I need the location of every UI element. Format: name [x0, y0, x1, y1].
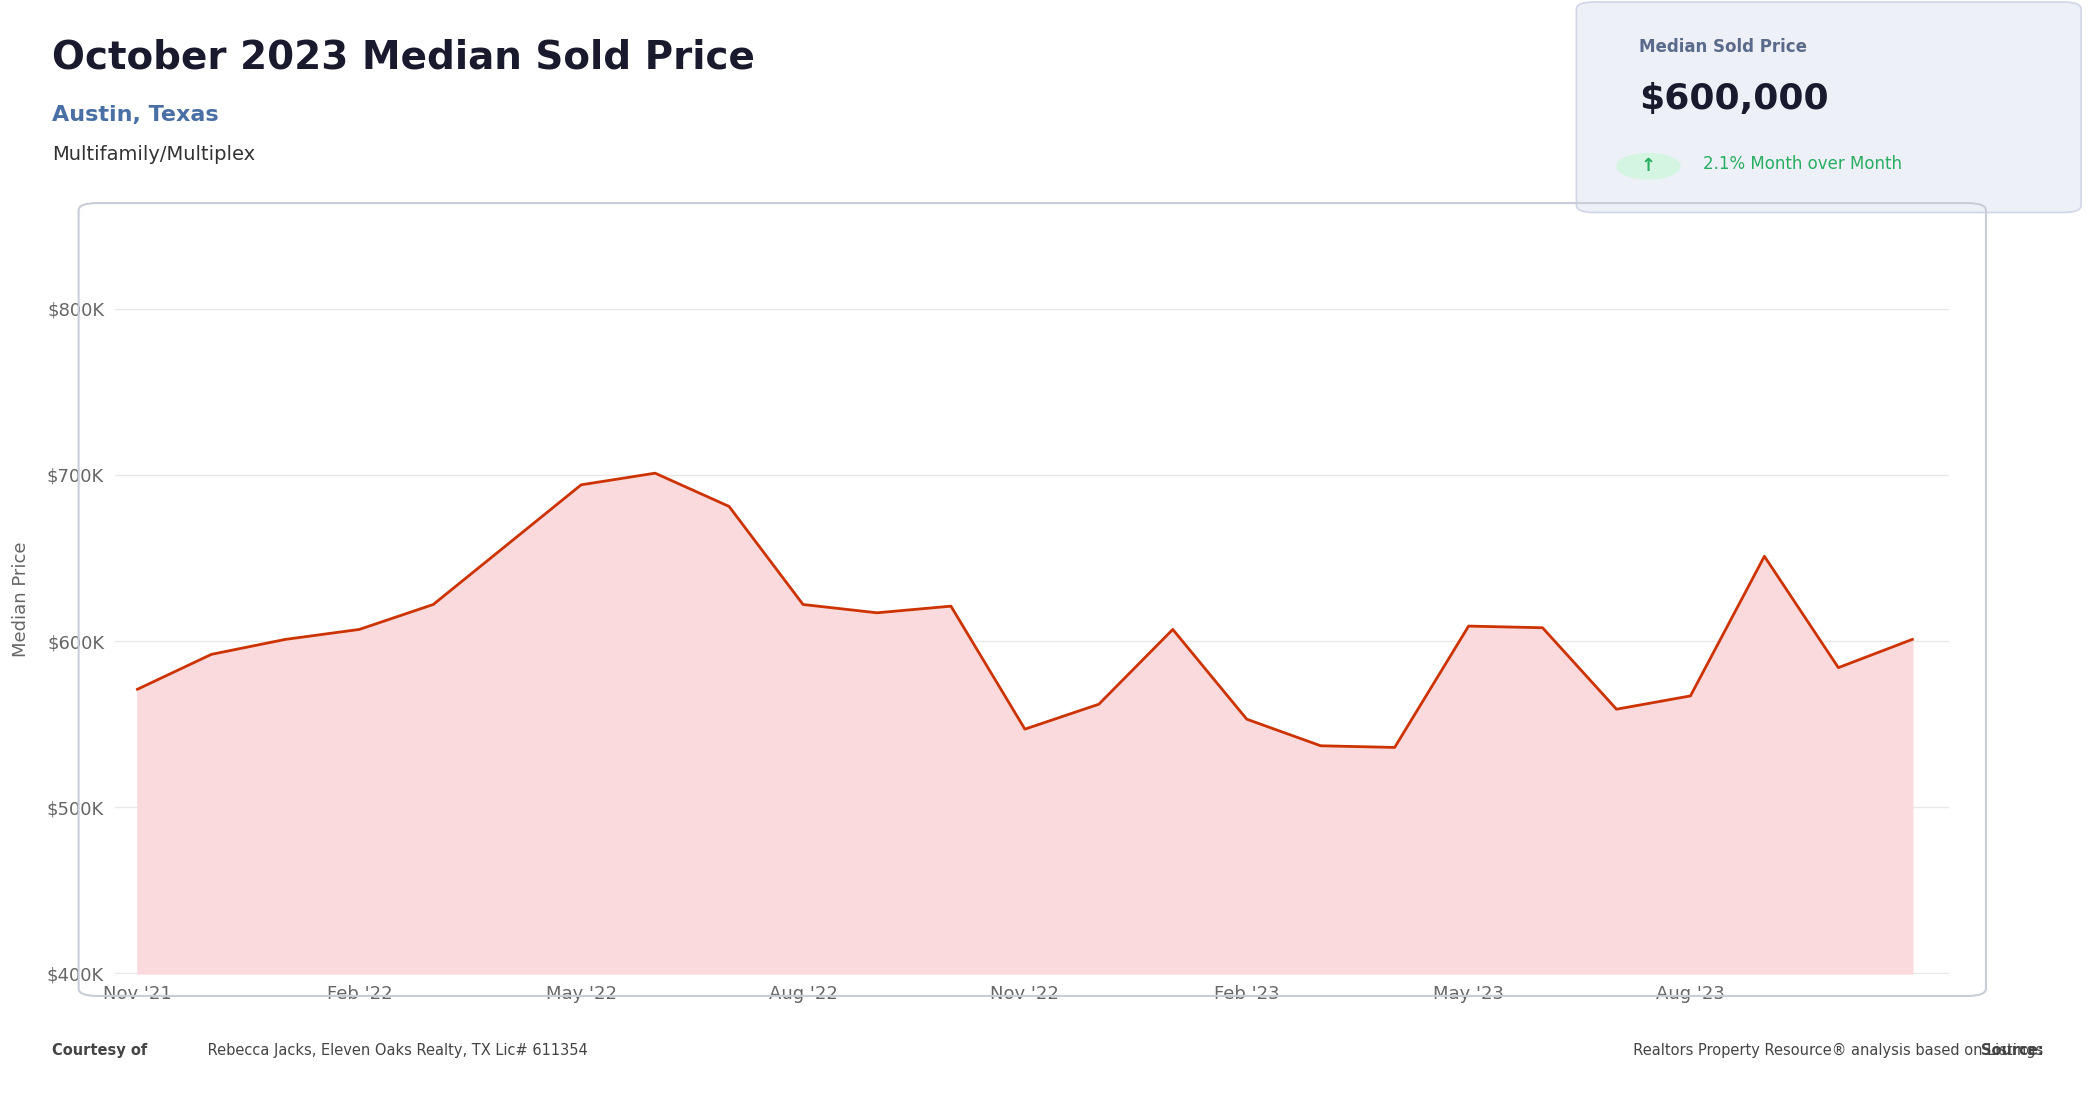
- Text: Courtesy of: Courtesy of: [52, 1043, 147, 1058]
- FancyBboxPatch shape: [1576, 2, 2081, 212]
- Text: Source:: Source:: [1981, 1043, 2044, 1058]
- Text: Median Sold Price: Median Sold Price: [1639, 39, 1807, 56]
- Text: 2.1% Month over Month: 2.1% Month over Month: [1702, 154, 1901, 173]
- Text: October 2023 Median Sold Price: October 2023 Median Sold Price: [52, 39, 755, 77]
- Text: Realtors Property Resource® analysis based on Listings: Realtors Property Resource® analysis bas…: [1624, 1043, 2044, 1058]
- Text: ↑: ↑: [1641, 157, 1656, 175]
- Text: $600,000: $600,000: [1639, 81, 1830, 116]
- Text: Multifamily/Multiplex: Multifamily/Multiplex: [52, 145, 256, 164]
- Circle shape: [1616, 154, 1681, 179]
- Y-axis label: Median Price: Median Price: [13, 542, 29, 657]
- Text: Rebecca Jacks, Eleven Oaks Realty, TX Lic# 611354: Rebecca Jacks, Eleven Oaks Realty, TX Li…: [203, 1043, 589, 1058]
- Text: Austin, Texas: Austin, Texas: [52, 104, 218, 124]
